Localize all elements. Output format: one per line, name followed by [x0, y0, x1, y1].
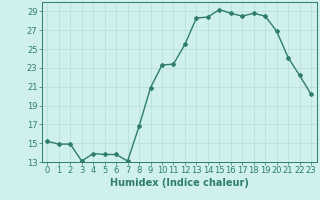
X-axis label: Humidex (Indice chaleur): Humidex (Indice chaleur): [110, 178, 249, 188]
